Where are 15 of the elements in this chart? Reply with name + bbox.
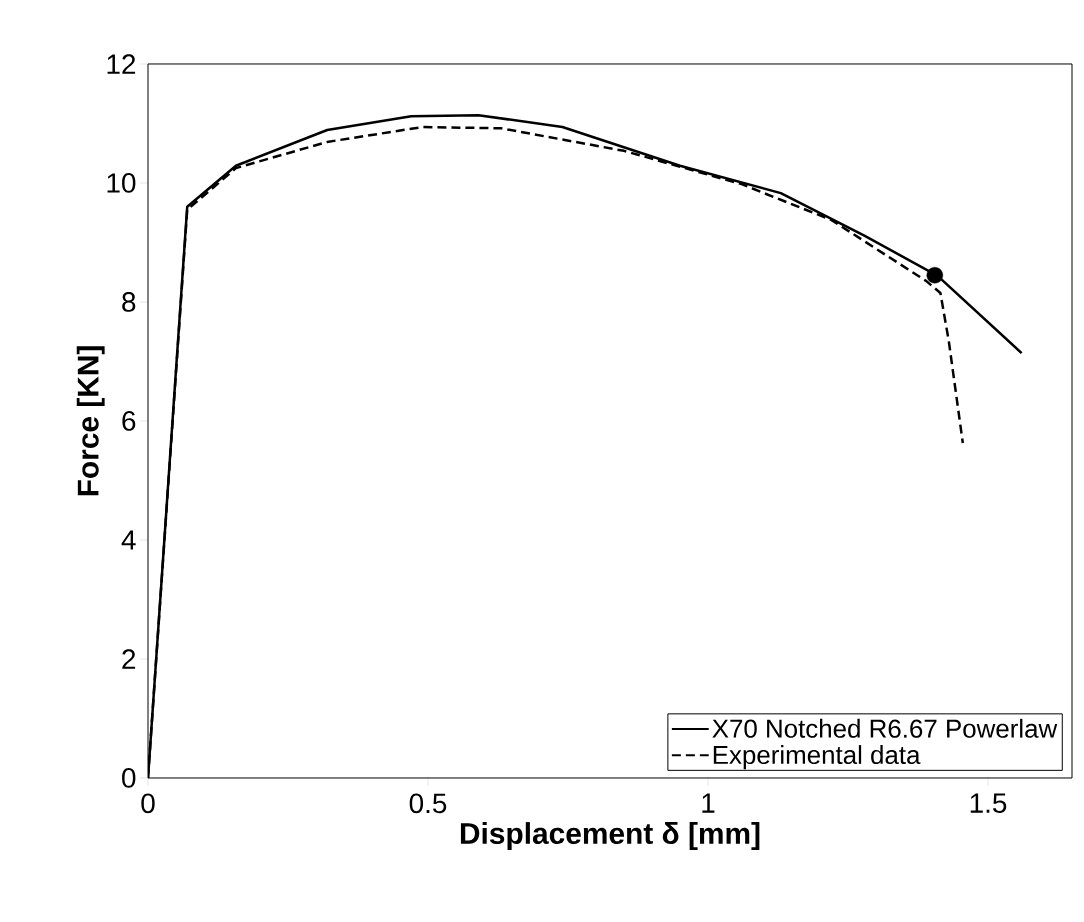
y-tick-label: 6 — [122, 411, 136, 431]
y-tick-label: 0 — [122, 768, 136, 788]
y-axis-title: Force [KN] — [76, 346, 105, 496]
y-tick-label: 12 — [107, 54, 136, 74]
x-tick-label: 1.5 — [970, 793, 1007, 813]
legend-label: Experimental data — [713, 745, 921, 770]
y-tick-label: 10 — [107, 173, 136, 193]
x-tick-label: 0 — [141, 793, 155, 814]
x-tick-label: 1 — [702, 793, 715, 813]
x-axis-title: Displacement δ [mm] — [460, 822, 760, 850]
legend-label: X70 Notched R6.67 Powerlaw — [712, 718, 1058, 738]
y-tick-label: 2 — [122, 649, 136, 669]
y-tick-label: 8 — [122, 292, 136, 312]
y-tick-label: 4 — [121, 530, 136, 550]
x-tick-label: 0.5 — [409, 793, 447, 814]
